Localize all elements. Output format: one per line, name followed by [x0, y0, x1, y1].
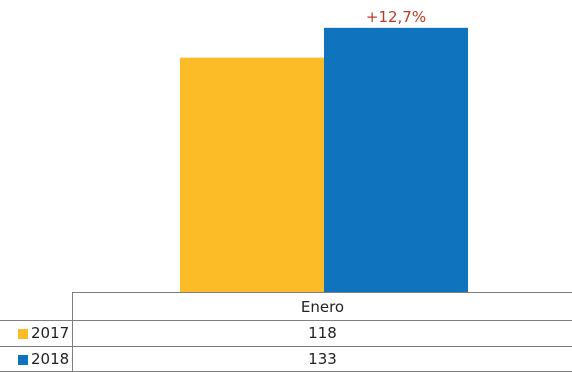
legend-label: 2017 [31, 324, 70, 342]
bar-chart [180, 27, 468, 292]
table-left-border [72, 292, 73, 372]
table-cell: 133 [308, 350, 337, 368]
legend-label: 2018 [31, 350, 70, 368]
legend-key-2018: 2018 [0, 347, 72, 371]
bar-2018 [324, 27, 468, 292]
category-label: Enero [300, 298, 345, 316]
legend-swatch-2017 [18, 329, 28, 339]
table-divider [0, 346, 572, 347]
legend-key-2017: 2017 [0, 321, 72, 345]
table-top-border [72, 292, 572, 293]
data-table: Enero 2017 118 2018 133 [0, 292, 572, 372]
bar-2017 [180, 57, 324, 292]
table-divider [0, 320, 572, 321]
change-annotation: +12,7% [365, 8, 427, 26]
legend-swatch-2018 [18, 355, 28, 365]
table-cell: 118 [308, 324, 337, 342]
